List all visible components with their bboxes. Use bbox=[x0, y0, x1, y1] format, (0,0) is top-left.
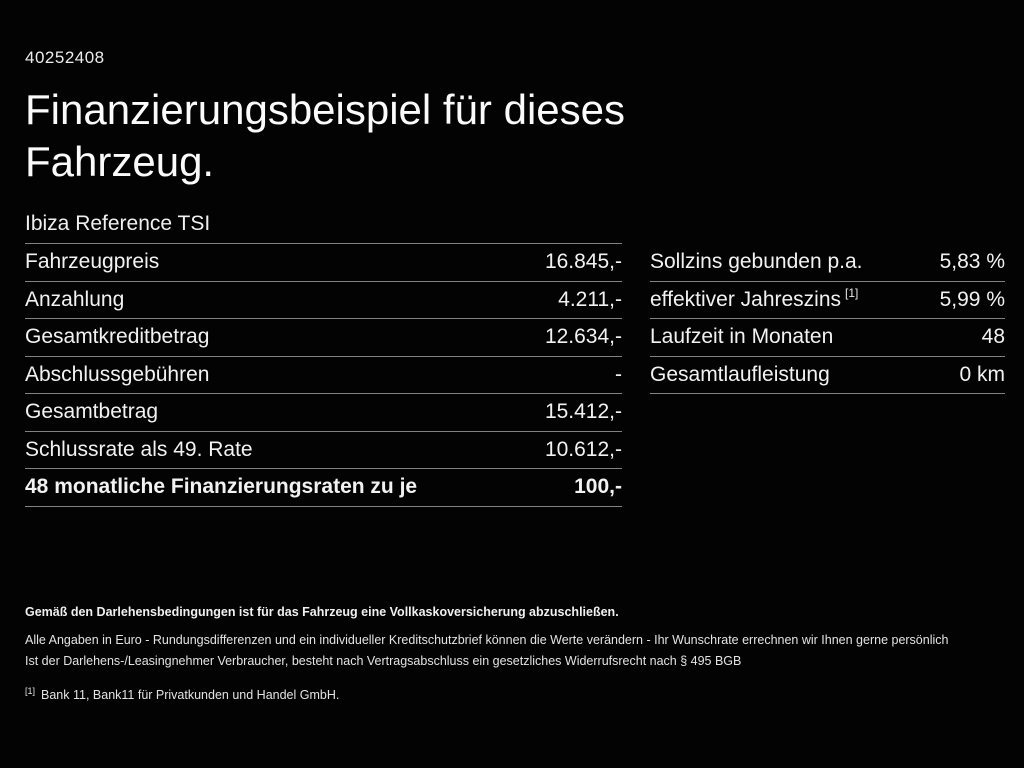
page-title: Finanzierungsbeispiel für dieses Fahrzeu… bbox=[25, 84, 625, 188]
page-title-line-1: Finanzierungsbeispiel für dieses bbox=[25, 86, 625, 133]
table-row: Sollzins gebunden p.a. 5,83 % bbox=[650, 244, 1005, 282]
row-label: Gesamtbetrag bbox=[25, 400, 159, 424]
table-row: effektiver Jahreszins [1] 5,99 % bbox=[650, 282, 1005, 319]
row-value: 100,- bbox=[574, 475, 622, 499]
legal-footer: Gemäß den Darlehensbedingungen ist für d… bbox=[25, 605, 1005, 702]
row-value: 12.634,- bbox=[544, 325, 622, 349]
row-value: 16.845,- bbox=[544, 250, 622, 274]
table-row: Schlussrate als 49. Rate 10.612,- bbox=[25, 432, 622, 469]
row-value: 48 bbox=[981, 325, 1005, 349]
row-value: - bbox=[615, 362, 622, 386]
row-label: 48 monatliche Finanzierungsraten zu je bbox=[25, 475, 418, 499]
row-label: Laufzeit in Monaten bbox=[650, 325, 834, 349]
table-row: Gesamtbetrag 15.412,- bbox=[25, 394, 622, 432]
row-value: 5,99 % bbox=[939, 287, 1005, 311]
row-label: Sollzins gebunden p.a. bbox=[650, 250, 863, 274]
vehicle-id: 40252408 bbox=[25, 48, 105, 67]
insurance-requirement-note: Gemäß den Darlehensbedingungen ist für d… bbox=[25, 605, 619, 619]
row-value: 15.412,- bbox=[544, 400, 622, 424]
row-label: effektiver Jahreszins [1] bbox=[650, 286, 859, 312]
row-value: 0 km bbox=[959, 362, 1005, 386]
table-row-monthly-rate: 48 monatliche Finanzierungsraten zu je 1… bbox=[25, 469, 622, 507]
row-label: Schlussrate als 49. Rate bbox=[25, 437, 253, 461]
bank-footnote: [1] Bank 11, Bank11 für Privatkunden und … bbox=[25, 686, 1005, 702]
vehicle-model: Ibiza Reference TSI bbox=[25, 212, 211, 235]
disclaimer-line: Alle Angaben in Euro - Rundungsdifferenz… bbox=[25, 633, 949, 647]
financing-table-right: Sollzins gebunden p.a. 5,83 % effektiver… bbox=[650, 244, 1005, 394]
withdrawal-right-note: Ist der Darlehens-/Leasingnehmer Verbrau… bbox=[25, 654, 742, 668]
row-value: 4.211,- bbox=[558, 287, 622, 311]
row-label: Fahrzeugpreis bbox=[25, 250, 160, 274]
row-label: Gesamtlaufleistung bbox=[650, 362, 830, 386]
row-value: 5,83 % bbox=[939, 250, 1005, 274]
footnote-reference: [1] bbox=[845, 286, 859, 301]
table-row: Gesamtkreditbetrag 12.634,- bbox=[25, 319, 622, 357]
table-row: Gesamtlaufleistung 0 km bbox=[650, 357, 1005, 394]
row-label: Abschlussgebühren bbox=[25, 362, 210, 386]
table-row: Abschlussgebühren - bbox=[25, 357, 622, 394]
row-label: Anzahlung bbox=[25, 287, 125, 311]
footnote-text: Bank 11, Bank11 für Privatkunden und Han… bbox=[41, 688, 340, 703]
financing-table-left: Fahrzeugpreis 16.845,- Anzahlung 4.211,-… bbox=[25, 243, 622, 507]
table-row: Fahrzeugpreis 16.845,- bbox=[25, 244, 622, 282]
row-value: 10.612,- bbox=[544, 437, 622, 461]
footnote-marker: [1] bbox=[25, 686, 36, 696]
table-row: Anzahlung 4.211,- bbox=[25, 282, 622, 319]
table-row: Laufzeit in Monaten 48 bbox=[650, 319, 1005, 357]
page-title-line-2: Fahrzeug. bbox=[25, 138, 215, 185]
row-label: Gesamtkreditbetrag bbox=[25, 325, 210, 349]
